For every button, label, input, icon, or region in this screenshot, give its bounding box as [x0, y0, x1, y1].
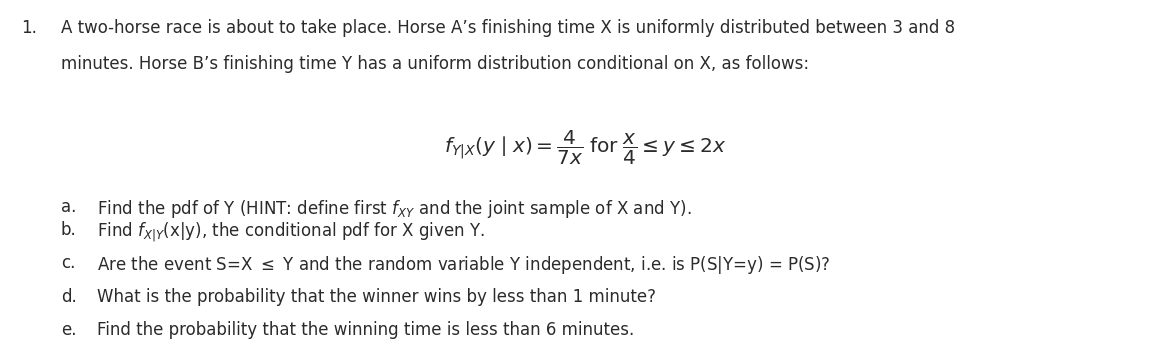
- Text: Find $f_{X|Y}$(x|y), the conditional pdf for X given Y.: Find $f_{X|Y}$(x|y), the conditional pdf…: [97, 221, 486, 244]
- Text: Find the probability that the winning time is less than 6 minutes.: Find the probability that the winning ti…: [97, 321, 634, 339]
- Text: Find the pdf of Y (HINT: define first $f_{XY}$ and the joint sample of X and Y).: Find the pdf of Y (HINT: define first $f…: [97, 198, 691, 220]
- Text: $f_{Y|X}(y\mid x) = \dfrac{4}{7x}\;\mathrm{for}\;\dfrac{x}{4} \leq y \leq 2x$: $f_{Y|X}(y\mid x) = \dfrac{4}{7x}\;\math…: [443, 129, 727, 167]
- Text: A two-horse race is about to take place. Horse A’s finishing time X is uniformly: A two-horse race is about to take place.…: [61, 19, 955, 37]
- Text: c.: c.: [61, 254, 75, 272]
- Text: e.: e.: [61, 321, 76, 339]
- Text: a.: a.: [61, 198, 76, 216]
- Text: 1.: 1.: [21, 19, 37, 37]
- Text: Are the event S=X $\leq$ Y and the random variable Y independent, i.e. is P(S|Y=: Are the event S=X $\leq$ Y and the rando…: [97, 254, 831, 276]
- Text: d.: d.: [61, 288, 76, 306]
- Text: minutes. Horse B’s finishing time Y has a uniform distribution conditional on X,: minutes. Horse B’s finishing time Y has …: [61, 55, 808, 73]
- Text: What is the probability that the winner wins by less than 1 minute?: What is the probability that the winner …: [97, 288, 656, 306]
- Text: b.: b.: [61, 221, 76, 239]
